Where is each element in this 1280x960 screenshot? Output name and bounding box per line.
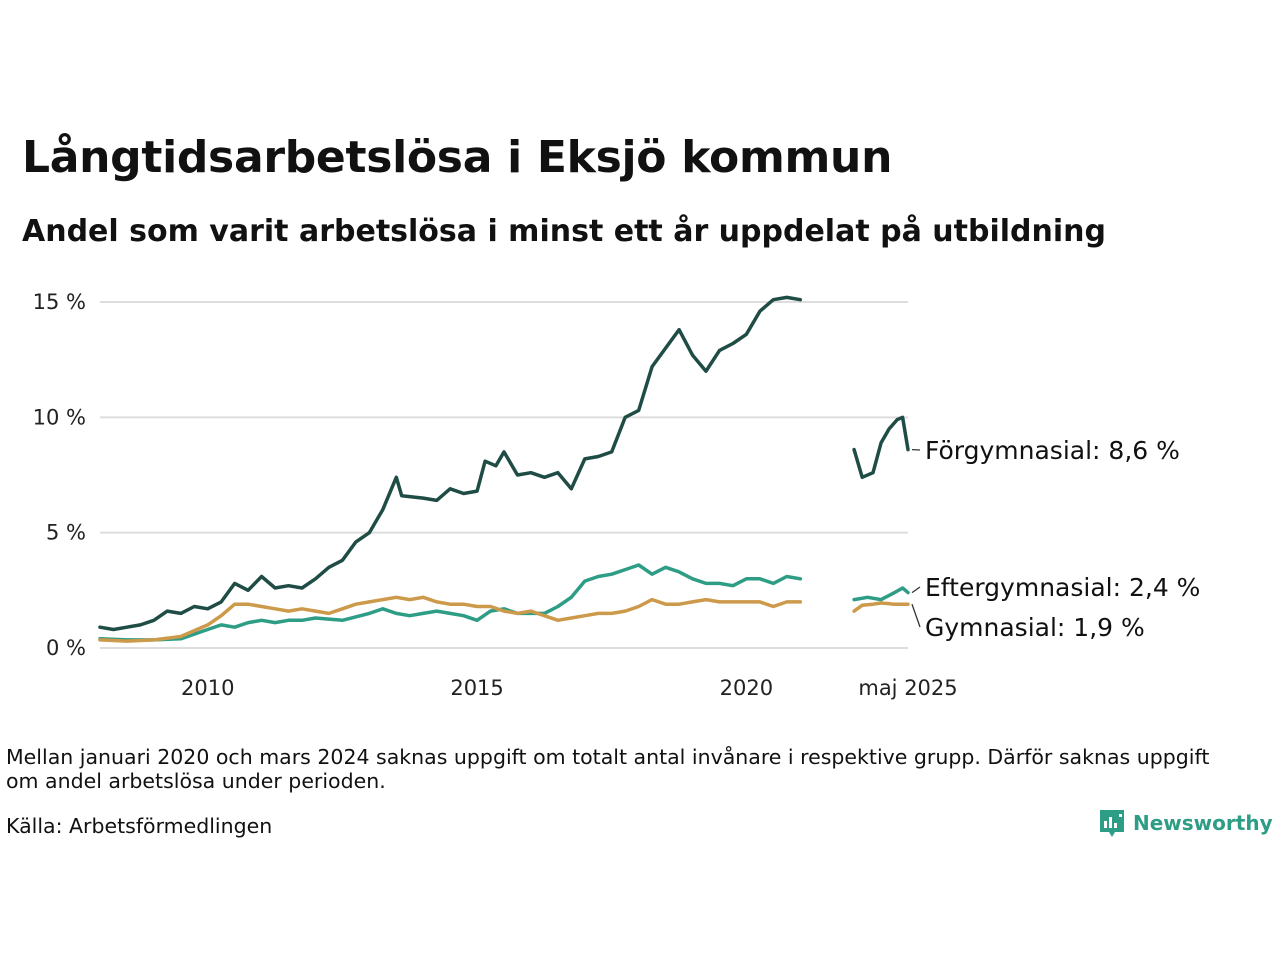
x-tick-label: 2015	[450, 676, 503, 700]
y-tick-label: 5 %	[46, 521, 86, 545]
series-label-förgymnasial: Förgymnasial: 8,6 %	[925, 436, 1180, 465]
series-line-eftergymnasial	[98, 563, 803, 642]
series-line-förgymnasial-recent	[852, 415, 910, 480]
footnote: Mellan januari 2020 och mars 2024 saknas…	[6, 745, 1210, 793]
y-tick-label: 10 %	[33, 405, 86, 429]
logo-text: Newsworthy	[1133, 811, 1273, 835]
series-label-gymnasial: Gymnasial: 1,9 %	[925, 613, 1145, 642]
line-chart: 0 % 5 % 10 % 15 % 2010 2015 2020 maj 2025 Förg…	[33, 290, 1201, 700]
newsworthy-logo: Newsworthy	[1098, 808, 1273, 838]
series-line-förgymnasial	[98, 295, 803, 632]
label-leader-line	[911, 603, 921, 628]
chart-subtitle: Andel som varit arbetslösa i minst ett å…	[22, 214, 1106, 249]
series-line-eftergymnasial-recent	[852, 586, 910, 602]
series-label-eftergymnasial: Eftergymnasial: 2,4 %	[925, 573, 1200, 602]
series-lines	[98, 295, 910, 643]
source-note: Källa: Arbetsförmedlingen	[6, 814, 273, 838]
newsworthy-chart-icon	[1100, 810, 1124, 837]
x-tick-label: 2020	[720, 676, 773, 700]
y-axis: 0 % 5 % 10 % 15 %	[33, 290, 86, 660]
gridlines	[100, 301, 908, 649]
chart-title: Långtidsarbetslösa i Eksjö kommun	[22, 132, 893, 183]
series-labels: Förgymnasial: 8,6 % Eftergymnasial: 2,4 %…	[911, 436, 1200, 642]
series-line-gymnasial	[98, 595, 803, 643]
x-tick-label: maj 2025	[858, 676, 957, 700]
y-tick-label: 0 %	[46, 636, 86, 660]
label-leader-line	[911, 586, 921, 594]
x-axis: 2010 2015 2020 maj 2025	[181, 676, 958, 700]
y-tick-label: 15 %	[33, 290, 86, 314]
series-line-gymnasial-recent	[852, 601, 910, 613]
x-tick-label: 2010	[181, 676, 234, 700]
